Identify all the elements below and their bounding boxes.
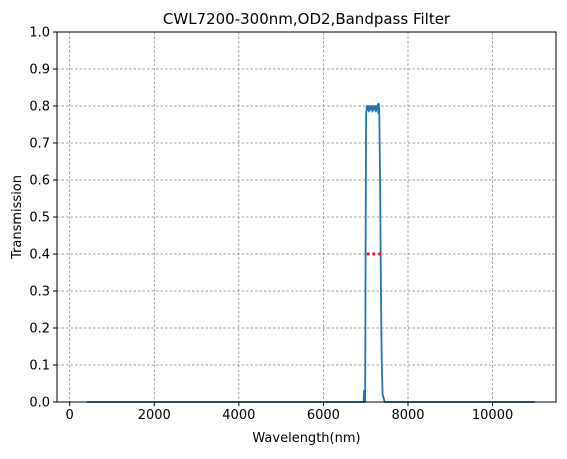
transmission-series-line	[86, 102, 535, 403]
y-tick-label: 0.3	[29, 285, 50, 300]
grid-layer	[57, 31, 556, 403]
x-tick-label: 6000	[307, 408, 340, 423]
x-tick-label: 10000	[472, 408, 513, 423]
x-ticks: 0 2000 4000 6000 8000 10000	[66, 402, 513, 423]
half-max-marker	[372, 252, 376, 256]
marker-layer	[366, 252, 382, 256]
y-tick-label: 0.4	[29, 248, 50, 263]
y-tick-label: 0.0	[29, 396, 50, 411]
half-max-marker	[378, 252, 382, 256]
y-axis-label: Transmission	[10, 175, 25, 260]
x-axis-label: Wavelength(nm)	[252, 431, 360, 446]
x-tick-label: 0	[66, 408, 74, 423]
chart-title: CWL7200-300nm,OD2,Bandpass Filter	[163, 10, 451, 28]
x-tick-label: 2000	[138, 408, 171, 423]
y-tick-label: 0.2	[29, 322, 50, 337]
half-max-marker	[366, 252, 370, 256]
y-tick-label: 0.9	[29, 63, 50, 78]
y-tick-label: 0.5	[29, 211, 50, 226]
y-tick-label: 0.8	[29, 100, 50, 115]
series-layer	[86, 102, 535, 403]
y-tick-label: 0.1	[29, 359, 50, 374]
x-tick-label: 4000	[222, 408, 255, 423]
y-tick-label: 1.0	[29, 26, 50, 41]
x-tick-label: 8000	[391, 408, 424, 423]
y-tick-label: 0.6	[29, 174, 50, 189]
y-ticks: 0.0 0.1 0.2 0.3 0.4 0.5 0.6 0.7 0.8 0.9 1.0	[29, 26, 57, 411]
y-tick-label: 0.7	[29, 137, 50, 152]
